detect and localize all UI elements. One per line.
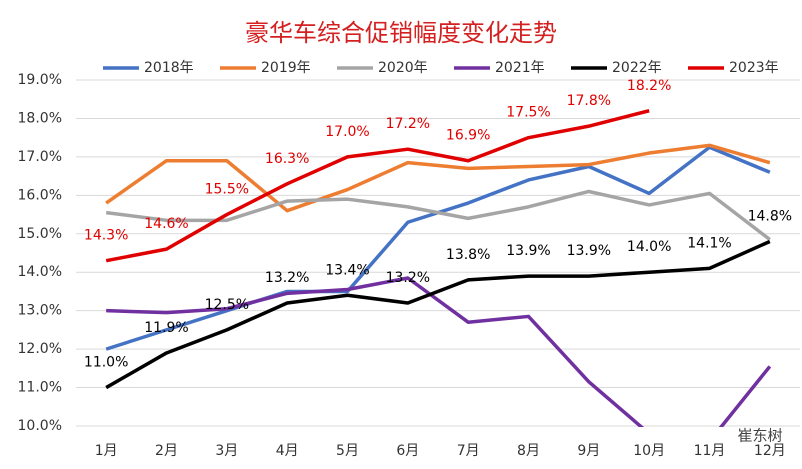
x-tick-label: 8月 [517, 443, 540, 459]
x-tick-label: 5月 [336, 443, 359, 459]
y-tick-label: 13.0% [18, 303, 62, 319]
y-tick-label: 11.0% [18, 380, 62, 396]
data-label: 17.8% [567, 93, 611, 109]
legend-label: 2022年 [612, 60, 662, 76]
data-label: 14.1% [687, 235, 731, 251]
x-tick-label: 7月 [457, 443, 480, 459]
data-label: 13.2% [386, 270, 430, 286]
y-tick-label: 19.0% [18, 72, 62, 88]
x-tick-label: 4月 [276, 443, 299, 459]
plot-area [105, 109, 772, 427]
data-label: 17.0% [325, 124, 369, 140]
data-label: 14.6% [144, 216, 188, 232]
data-label: 18.2% [627, 78, 671, 94]
y-tick-label: 14.0% [18, 264, 62, 280]
data-label: 16.9% [446, 128, 490, 144]
x-tick-label: 10月 [633, 443, 665, 459]
legend-label: 2019年 [261, 60, 311, 76]
data-label: 13.8% [446, 247, 490, 263]
x-tick-label: 12月 [754, 443, 786, 459]
legend-label: 2021年 [495, 60, 545, 76]
x-tick-label: 3月 [215, 443, 238, 459]
watermark: 崔东树 [737, 427, 782, 445]
data-label: 11.0% [84, 355, 128, 371]
chart-title: 豪华车综合促销幅度变化走势 [245, 19, 557, 47]
data-label: 14.3% [84, 228, 128, 244]
x-tick-label: 11月 [694, 443, 726, 459]
data-label: 14.8% [748, 208, 792, 224]
series-line [105, 189, 771, 241]
x-tick-label: 9月 [577, 443, 600, 459]
data-label: 13.9% [506, 243, 550, 259]
data-label: 13.2% [265, 270, 309, 286]
legend-label: 2018年 [144, 60, 194, 76]
data-label: 13.9% [567, 243, 611, 259]
legend-label: 2023年 [729, 60, 779, 76]
series-line [106, 276, 772, 427]
data-label: 15.5% [205, 182, 249, 198]
series-line [105, 239, 771, 390]
data-label: 16.3% [265, 151, 309, 167]
y-tick-label: 17.0% [18, 149, 62, 165]
x-tick-label: 1月 [95, 443, 118, 459]
series-line [105, 109, 650, 263]
x-tick-label: 6月 [396, 443, 419, 459]
x-tick-label: 2月 [155, 443, 178, 459]
legend-label: 2020年 [378, 60, 428, 76]
data-label: 12.5% [205, 297, 249, 313]
data-label: 13.4% [325, 262, 369, 278]
data-label: 17.5% [506, 105, 550, 121]
y-tick-label: 18.0% [18, 110, 62, 126]
data-label: 17.2% [386, 116, 430, 132]
y-tick-label: 16.0% [18, 187, 62, 203]
y-tick-label: 12.0% [18, 341, 62, 357]
data-label: 11.9% [144, 320, 188, 336]
data-label: 14.0% [627, 239, 671, 255]
y-tick-label: 10.0% [18, 418, 62, 434]
series-line [105, 143, 771, 213]
y-tick-label: 15.0% [18, 226, 62, 242]
